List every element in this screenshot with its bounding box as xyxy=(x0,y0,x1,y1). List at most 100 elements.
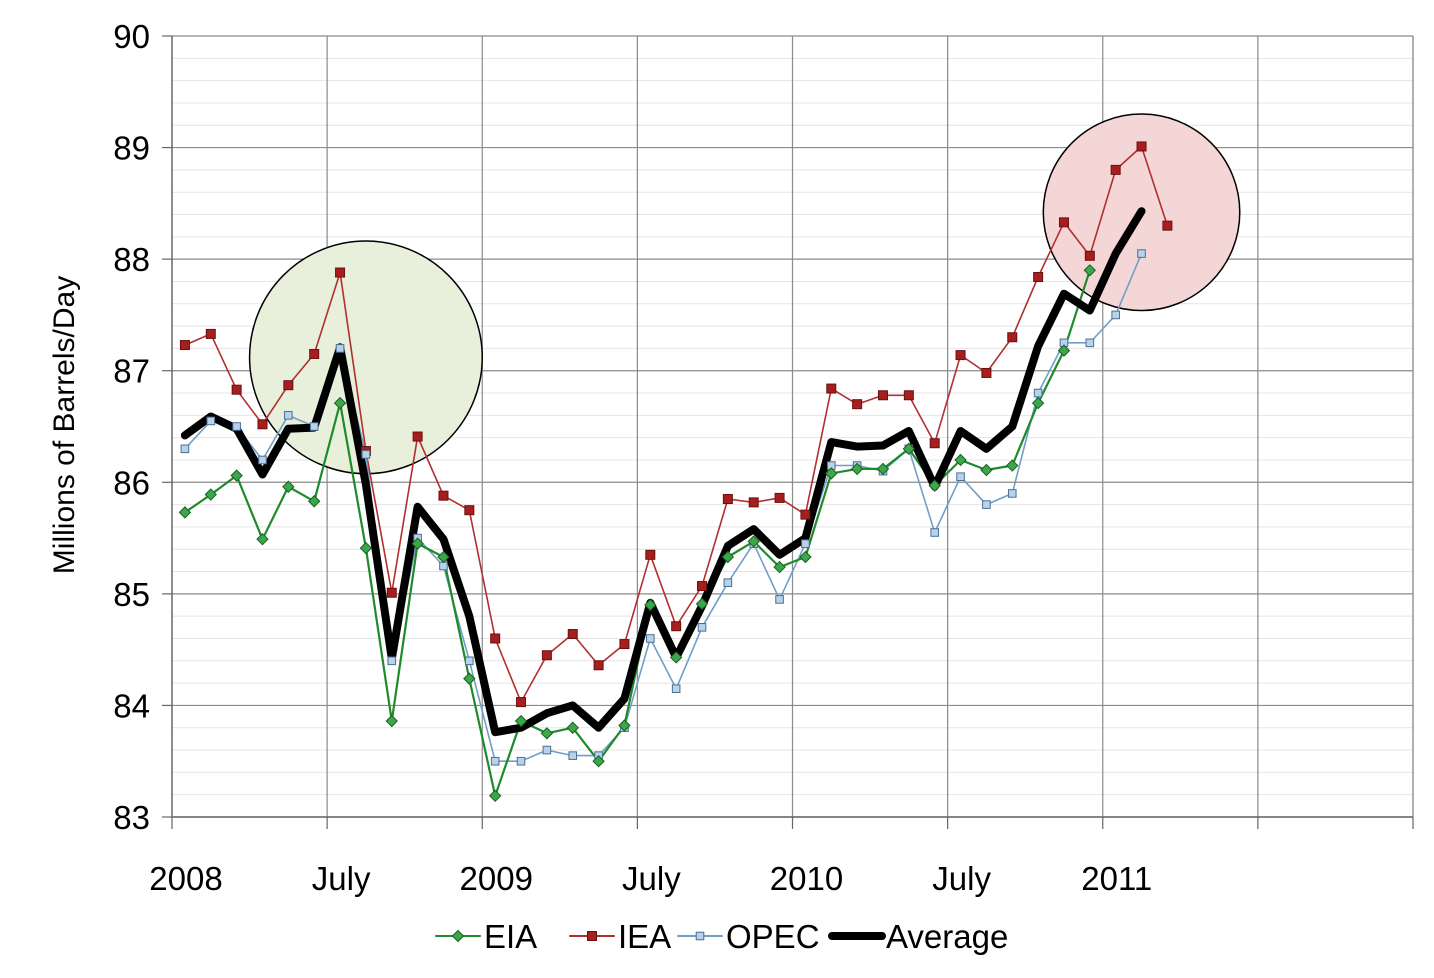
legend-marker-iea xyxy=(587,931,597,941)
data-point-eia xyxy=(178,506,192,519)
data-point-eia xyxy=(721,550,735,564)
data-point-iea xyxy=(283,380,294,391)
data-point-eia xyxy=(850,462,864,476)
data-point-eia xyxy=(488,789,502,803)
data-point-iea xyxy=(748,497,759,508)
data-point-opec xyxy=(801,539,810,548)
x-tick-label: 2011 xyxy=(1081,860,1152,897)
data-point-iea xyxy=(903,390,914,401)
data-point-iea xyxy=(826,383,837,394)
x-tick-label: 2008 xyxy=(149,860,222,897)
data-point-iea xyxy=(179,340,190,351)
data-point-iea xyxy=(722,494,733,505)
data-point-eia xyxy=(1083,264,1097,277)
x-tick-label: July xyxy=(932,860,991,897)
data-point-eia xyxy=(333,396,347,410)
data-point-iea xyxy=(774,492,785,503)
data-point-eia xyxy=(825,467,838,480)
x-tick-label: July xyxy=(622,860,681,897)
data-point-iea xyxy=(800,509,811,520)
data-point-iea xyxy=(645,549,656,560)
data-point-eia xyxy=(411,537,424,550)
legend-label-iea: IEA xyxy=(618,918,671,955)
data-point-iea xyxy=(205,328,216,339)
data-point-iea xyxy=(697,581,708,592)
series-markers xyxy=(178,141,1173,803)
data-point-opec xyxy=(206,416,216,426)
data-point-opec xyxy=(180,444,190,454)
data-point-iea xyxy=(929,438,940,449)
data-point-iea xyxy=(1033,271,1044,282)
data-point-eia xyxy=(773,560,786,574)
data-point-iea xyxy=(1007,332,1018,343)
data-point-eia xyxy=(1031,396,1045,410)
data-point-iea xyxy=(1084,250,1095,261)
data-point-opec xyxy=(258,455,267,465)
data-point-opec xyxy=(309,422,319,431)
data-point-eia xyxy=(644,598,657,612)
data-point-iea xyxy=(438,490,449,501)
data-point-eia xyxy=(928,479,941,492)
series-lines xyxy=(180,145,1169,797)
data-point-opec xyxy=(930,528,939,537)
tick-labels: 83 84 85 86 87 88 89 90 2008 July 2009 July 2010 July… xyxy=(113,18,1152,897)
data-point-opec xyxy=(361,450,371,459)
data-point-eia xyxy=(1057,344,1071,357)
data-point-opec xyxy=(697,623,707,632)
data-point-opec xyxy=(568,751,578,760)
data-point-opec xyxy=(1007,489,1017,498)
axes xyxy=(162,35,1414,829)
data-point-iea xyxy=(335,267,346,278)
data-point-opec xyxy=(439,561,448,571)
data-point-eia xyxy=(437,550,450,564)
y-tick-label: 86 xyxy=(113,464,150,501)
y-tick-label: 90 xyxy=(113,18,150,55)
y-tick-label: 88 xyxy=(113,241,150,278)
annotations xyxy=(248,113,1241,475)
data-point-eia xyxy=(799,550,812,564)
data-point-eia xyxy=(1006,459,1019,472)
data-point-eia xyxy=(980,463,993,477)
data-point-eia xyxy=(566,721,579,734)
data-point-iea xyxy=(1162,220,1173,231)
x-tick-label: July xyxy=(312,860,371,897)
data-point-eia xyxy=(669,651,683,664)
data-point-opec xyxy=(284,411,293,420)
legend-marker-eia xyxy=(451,929,465,943)
data-point-iea xyxy=(412,431,423,442)
data-point-opec xyxy=(671,684,681,693)
legend-label-opec: OPEC xyxy=(726,918,820,955)
y-tick-label: 87 xyxy=(113,353,150,390)
legend: EIA IEA OPEC Average xyxy=(435,918,1008,955)
data-point-iea xyxy=(541,650,552,661)
y-tick-label: 83 xyxy=(113,799,150,836)
data-point-iea xyxy=(309,348,320,359)
data-point-opec xyxy=(335,344,345,353)
x-tick-label: 2010 xyxy=(770,860,843,897)
data-point-iea xyxy=(567,629,578,640)
data-point-eia xyxy=(514,714,528,728)
data-point-opec xyxy=(775,595,784,604)
data-point-iea xyxy=(231,384,242,395)
data-point-opec xyxy=(490,756,500,766)
legend-label-eia: EIA xyxy=(484,918,537,955)
data-point-iea xyxy=(877,390,888,401)
data-point-eia xyxy=(282,480,295,493)
data-point-eia xyxy=(618,719,631,732)
data-point-iea xyxy=(671,621,682,632)
data-point-iea xyxy=(1110,164,1121,175)
data-point-opec xyxy=(387,656,397,666)
y-axis-title: Millions of Barrels/Day xyxy=(48,276,81,574)
data-point-opec xyxy=(1033,388,1043,398)
data-point-iea xyxy=(1136,141,1147,152)
data-point-eia xyxy=(256,532,269,546)
y-tick-label: 89 xyxy=(113,130,150,167)
legend-label-average: Average xyxy=(886,918,1008,955)
data-point-iea xyxy=(490,633,501,644)
data-point-eia xyxy=(695,597,709,611)
legend-marker-opec xyxy=(695,931,705,941)
data-point-opec xyxy=(982,500,991,509)
data-point-iea xyxy=(1058,217,1069,228)
